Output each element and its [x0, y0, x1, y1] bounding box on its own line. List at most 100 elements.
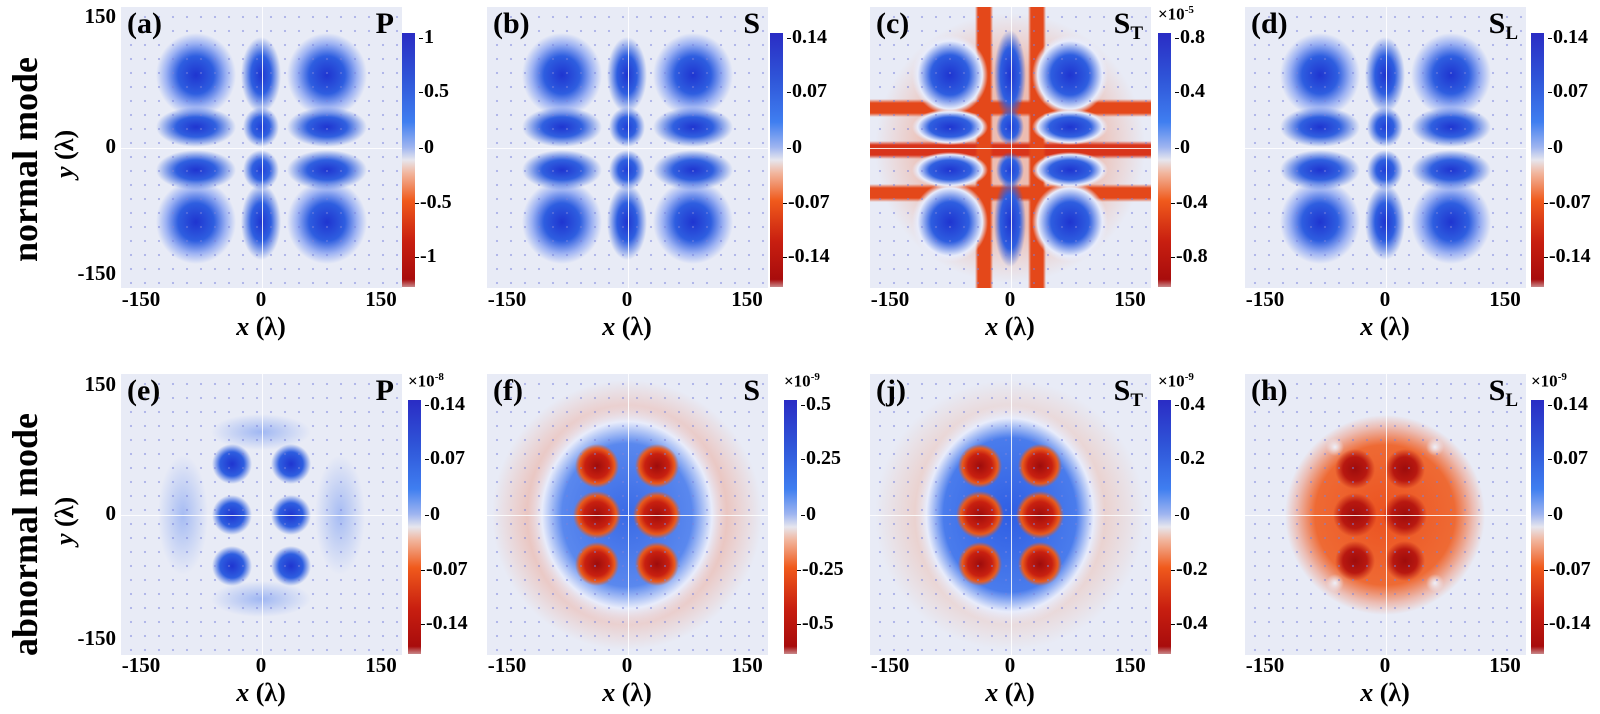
cbar-tick: -0.14: [1544, 612, 1591, 634]
x-axis-label: x (λ): [1360, 312, 1410, 341]
row-label-normal-mode: normal mode: [5, 57, 45, 262]
cbar-tick: 0.07: [1548, 80, 1588, 102]
colorbar-exponent: ×10-9: [1531, 371, 1567, 391]
x-tick: -150: [487, 653, 527, 677]
colorbar-exponent: ×10-9: [784, 371, 820, 391]
zero-line-y: [627, 7, 629, 288]
cbar-tick: -0.4: [1171, 612, 1208, 634]
colorbar-exponent: ×10-8: [408, 371, 444, 391]
cbar-tick: 0: [1548, 503, 1563, 525]
x-axis-label: x (λ): [602, 312, 652, 341]
quantity-label: SL: [1488, 374, 1518, 411]
cbar-tick: 0.14: [1548, 393, 1588, 415]
x-tick: -150: [1245, 287, 1285, 311]
panel-b: (b) S: [487, 7, 768, 288]
panel-label: (j): [876, 374, 906, 407]
y-tick-max: 150: [84, 4, 117, 28]
colorbar-d: [1531, 33, 1544, 287]
x-axis-label: x (λ): [985, 678, 1035, 707]
x-tick: 0: [255, 287, 267, 311]
x-tick: -150: [870, 653, 910, 677]
x-tick: -150: [870, 287, 910, 311]
panel-label: (f): [493, 374, 523, 407]
cbar-tick: -0.07: [1544, 558, 1591, 580]
zero-line-y: [261, 374, 263, 655]
x-tick: 150: [1114, 287, 1146, 311]
zero-line-y: [1385, 7, 1387, 288]
cbar-tick: -0.14: [1544, 245, 1591, 267]
cbar-tick: -0.14: [783, 245, 830, 267]
cbar-tick: -0.07: [421, 558, 468, 580]
cbar-tick: 0.14: [1548, 26, 1588, 48]
panel-j: (j) ST: [870, 374, 1151, 655]
cbar-tick: -0.25: [797, 558, 844, 580]
cbar-tick: 0: [425, 503, 440, 525]
panel-h: (h) SL: [1245, 374, 1526, 655]
colorbar-h: [1531, 400, 1544, 654]
colorbar-c: [1158, 33, 1171, 287]
zero-line-y: [1010, 374, 1012, 655]
cbar-tick: 0: [419, 136, 434, 158]
quantity-label: ST: [1113, 7, 1143, 44]
panel-label: (e): [127, 374, 161, 407]
cbar-tick: 0.07: [425, 447, 465, 469]
zero-line-y: [261, 7, 263, 288]
x-tick: 0: [255, 653, 267, 677]
cbar-tick: 0.25: [801, 447, 841, 469]
cbar-tick: 0: [787, 136, 802, 158]
y-tick-min: -150: [77, 261, 117, 285]
cbar-tick: -0.8: [1171, 245, 1208, 267]
panel-c: (c) ST: [870, 7, 1151, 288]
x-tick: 0: [621, 653, 633, 677]
cbar-tick: 0: [801, 503, 816, 525]
cbar-tick: 0.4: [1175, 80, 1205, 102]
x-tick: 0: [1004, 653, 1016, 677]
panel-e: (e) P: [121, 374, 402, 655]
x-tick: 150: [365, 287, 397, 311]
x-tick: 150: [365, 653, 397, 677]
zero-line-y: [1010, 7, 1012, 288]
quantity-label: SL: [1488, 7, 1518, 44]
cbar-tick: 0.07: [1548, 447, 1588, 469]
y-tick-zero: 0: [105, 134, 117, 158]
row-label-abnormal-mode: abnormal mode: [5, 413, 45, 656]
cbar-tick: -0.4: [1171, 191, 1208, 213]
x-tick: -150: [121, 287, 161, 311]
colorbar-b: [770, 33, 783, 287]
zero-line-y: [627, 374, 629, 655]
panel-label: (d): [1251, 7, 1288, 40]
cbar-tick: 0.07: [787, 80, 827, 102]
y-tick-min: -150: [77, 626, 117, 650]
cbar-tick: -0.07: [783, 191, 830, 213]
x-tick: 150: [1489, 287, 1521, 311]
x-axis-label: x (λ): [1360, 678, 1410, 707]
cbar-tick: 0.4: [1175, 393, 1205, 415]
colorbar-exponent: ×10-9: [1158, 371, 1194, 391]
zero-line-y: [1385, 374, 1387, 655]
colorbar-a: [402, 33, 415, 287]
cbar-tick: -0.14: [421, 612, 468, 634]
panel-label: (b): [493, 7, 530, 40]
x-tick: -150: [487, 287, 527, 311]
quantity-label: P: [375, 7, 394, 40]
colorbar-f: [784, 400, 797, 654]
x-tick: 0: [1379, 287, 1391, 311]
x-axis-label: x (λ): [985, 312, 1035, 341]
cbar-tick: -1: [415, 245, 437, 267]
panel-f: (f) S: [487, 374, 768, 655]
x-tick: 150: [731, 287, 763, 311]
y-tick-zero: 0: [105, 501, 117, 525]
cbar-tick: -0.5: [797, 612, 834, 634]
x-tick: 0: [1379, 653, 1391, 677]
cbar-tick: 0.8: [1175, 26, 1205, 48]
cbar-tick: 1: [419, 26, 434, 48]
x-tick: 150: [731, 653, 763, 677]
cbar-tick: -0.07: [1544, 191, 1591, 213]
x-axis-label: x (λ): [236, 678, 286, 707]
cbar-tick: 0.5: [801, 393, 831, 415]
x-tick: -150: [1245, 653, 1285, 677]
cbar-tick: 0.14: [425, 393, 465, 415]
panel-a: (a) P: [121, 7, 402, 288]
colorbar-j: [1158, 400, 1171, 654]
cbar-tick: 0.5: [419, 80, 449, 102]
